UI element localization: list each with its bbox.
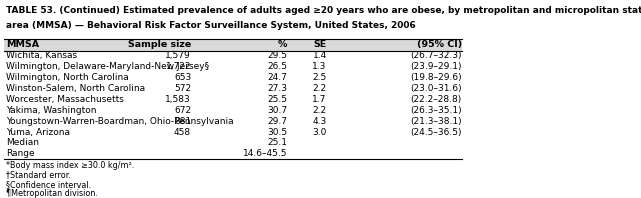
Text: Wilmington, Delaware-Maryland-New Jersey§: Wilmington, Delaware-Maryland-New Jersey…	[6, 62, 209, 71]
Text: 572: 572	[174, 84, 191, 93]
Text: 29.5: 29.5	[267, 51, 287, 60]
Text: Yuma, Arizona: Yuma, Arizona	[6, 128, 70, 137]
Text: *Body mass index ≥30.0 kg/m².: *Body mass index ≥30.0 kg/m².	[6, 161, 134, 170]
Text: (21.3–38.1): (21.3–38.1)	[410, 117, 462, 126]
Text: (23.9–29.1): (23.9–29.1)	[410, 62, 462, 71]
Text: Yakima, Washington: Yakima, Washington	[6, 106, 97, 115]
Text: Wichita, Kansas: Wichita, Kansas	[6, 51, 77, 60]
Text: 26.5: 26.5	[267, 62, 287, 71]
Text: 30.5: 30.5	[267, 128, 287, 137]
Text: 25.1: 25.1	[267, 138, 287, 148]
Text: 25.5: 25.5	[267, 95, 287, 104]
Text: (95% CI): (95% CI)	[417, 40, 462, 49]
Text: 1,583: 1,583	[165, 95, 191, 104]
Text: Sample size: Sample size	[128, 40, 191, 49]
Text: 24.7: 24.7	[267, 73, 287, 82]
Text: 1.4: 1.4	[313, 51, 327, 60]
Text: TABLE 53. (Continued) Estimated prevalence of adults aged ≥20 years who are obes: TABLE 53. (Continued) Estimated prevalen…	[6, 6, 641, 15]
Text: 2.5: 2.5	[313, 73, 327, 82]
Text: 1,579: 1,579	[165, 51, 191, 60]
Text: 1.7: 1.7	[312, 95, 327, 104]
Text: Wilmington, North Carolina: Wilmington, North Carolina	[6, 73, 129, 82]
Text: 3.0: 3.0	[312, 128, 327, 137]
Text: Range: Range	[6, 149, 35, 158]
Text: (19.8–29.6): (19.8–29.6)	[410, 73, 462, 82]
Text: 2.2: 2.2	[313, 84, 327, 93]
Text: ¶Metropolitan division.: ¶Metropolitan division.	[6, 189, 98, 198]
Text: 653: 653	[174, 73, 191, 82]
Text: 2.2: 2.2	[313, 106, 327, 115]
Text: 4.3: 4.3	[313, 117, 327, 126]
Text: area (MMSA) — Behavioral Risk Factor Surveillance System, United States, 2006: area (MMSA) — Behavioral Risk Factor Sur…	[6, 21, 416, 30]
Text: †Standard error.: †Standard error.	[6, 170, 71, 179]
Text: 458: 458	[174, 128, 191, 137]
Text: 14.6–45.5: 14.6–45.5	[243, 149, 287, 158]
Text: Worcester, Massachusetts: Worcester, Massachusetts	[6, 95, 124, 104]
Text: Median: Median	[6, 138, 39, 148]
Text: (22.2–28.8): (22.2–28.8)	[411, 95, 462, 104]
Text: 30.7: 30.7	[267, 106, 287, 115]
Text: MMSA: MMSA	[6, 40, 39, 49]
Text: 881: 881	[174, 117, 191, 126]
Text: 29.7: 29.7	[267, 117, 287, 126]
Text: %: %	[278, 40, 287, 49]
Text: Winston-Salem, North Carolina: Winston-Salem, North Carolina	[6, 84, 145, 93]
Text: §Confidence interval.: §Confidence interval.	[6, 180, 91, 189]
Text: SE: SE	[313, 40, 327, 49]
Text: Youngstown-Warren-Boardman, Ohio-Pennsylvania: Youngstown-Warren-Boardman, Ohio-Pennsyl…	[6, 117, 233, 126]
Text: (26.3–35.1): (26.3–35.1)	[410, 106, 462, 115]
Bar	[4, 39, 462, 50]
Text: 1.3: 1.3	[312, 62, 327, 71]
Text: (26.7–32.3): (26.7–32.3)	[410, 51, 462, 60]
Text: 1,722: 1,722	[165, 62, 191, 71]
Text: (23.0–31.6): (23.0–31.6)	[410, 84, 462, 93]
Text: (24.5–36.5): (24.5–36.5)	[410, 128, 462, 137]
Text: 672: 672	[174, 106, 191, 115]
Text: 27.3: 27.3	[267, 84, 287, 93]
